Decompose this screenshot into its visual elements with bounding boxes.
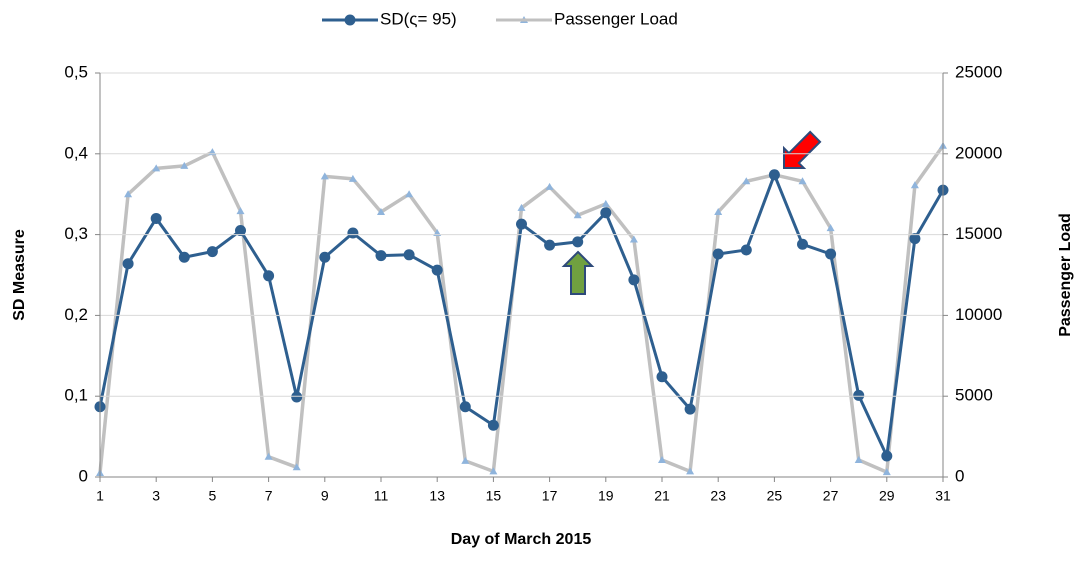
point xyxy=(405,190,414,198)
x-tick-label: 19 xyxy=(598,488,614,504)
y2-tick-label: 5000 xyxy=(955,386,993,405)
point xyxy=(178,251,190,263)
x-tick-label: 25 xyxy=(767,488,783,504)
point xyxy=(572,236,584,248)
x-tick-label: 27 xyxy=(823,488,839,504)
point xyxy=(206,246,218,258)
legend-label: SD(ς= 95) xyxy=(380,9,457,28)
point xyxy=(600,207,612,219)
x-tick-label: 23 xyxy=(710,488,726,504)
point xyxy=(459,401,471,413)
legend-label: Passenger Load xyxy=(554,9,678,28)
x-tick-label: 21 xyxy=(654,488,670,504)
point xyxy=(375,250,387,262)
y-axis-title: SD Measure xyxy=(11,229,28,321)
y-tick-label: 0,3 xyxy=(64,224,88,243)
point xyxy=(658,456,666,464)
point xyxy=(461,456,470,464)
point xyxy=(292,463,301,471)
point xyxy=(487,419,499,431)
x-tick-label: 31 xyxy=(935,488,951,504)
point xyxy=(628,274,640,286)
y2-tick-label: 25000 xyxy=(955,62,1002,81)
point xyxy=(152,164,161,172)
y-tick-label: 0,1 xyxy=(64,386,88,405)
point xyxy=(150,212,162,224)
series-line xyxy=(98,144,945,474)
point xyxy=(601,199,610,207)
point xyxy=(235,225,246,237)
point xyxy=(517,203,526,211)
x-tick-label: 13 xyxy=(429,488,445,504)
red-arrow xyxy=(783,130,822,169)
point xyxy=(909,233,921,245)
point xyxy=(489,467,498,475)
x-tick-label: 9 xyxy=(321,488,329,504)
y2-axis-title: Passenger Load xyxy=(1057,213,1074,337)
point xyxy=(545,182,554,190)
point xyxy=(797,238,808,250)
point xyxy=(516,218,527,230)
point xyxy=(712,248,724,260)
point xyxy=(544,239,556,251)
x-tick-label: 29 xyxy=(879,488,895,504)
point xyxy=(291,391,303,403)
point xyxy=(740,244,752,256)
x-tick-label: 3 xyxy=(152,488,160,504)
point xyxy=(319,251,331,263)
point xyxy=(882,468,891,476)
point xyxy=(826,224,835,232)
point xyxy=(377,207,385,215)
point xyxy=(180,161,189,169)
x-tick-label: 11 xyxy=(374,488,389,504)
point xyxy=(798,177,807,185)
point xyxy=(714,207,723,215)
point xyxy=(742,177,751,185)
point xyxy=(573,211,582,219)
point xyxy=(347,227,359,239)
point xyxy=(684,403,696,415)
point xyxy=(264,452,273,460)
point xyxy=(403,249,415,261)
point xyxy=(853,389,865,401)
x-tick-label: 1 xyxy=(96,488,104,504)
x-axis-title: Day of March 2015 xyxy=(451,531,592,548)
point xyxy=(825,248,837,260)
y-tick-label: 0,2 xyxy=(64,305,88,324)
y-tick-label: 0,5 xyxy=(64,62,88,81)
x-tick-label: 5 xyxy=(209,488,217,504)
point xyxy=(236,207,245,215)
y2-tick-label: 0 xyxy=(955,466,964,485)
point xyxy=(854,456,863,464)
point xyxy=(431,264,443,276)
point xyxy=(122,258,134,270)
point xyxy=(768,169,780,181)
point xyxy=(656,371,668,383)
point xyxy=(124,190,133,198)
x-tick-label: 7 xyxy=(265,488,273,504)
point xyxy=(348,174,357,182)
y-tick-label: 0,4 xyxy=(64,143,88,162)
x-tick-label: 15 xyxy=(486,488,502,504)
y2-tick-label: 20000 xyxy=(955,143,1002,162)
y2-tick-label: 15000 xyxy=(955,224,1002,243)
point xyxy=(881,450,893,462)
y2-tick-label: 10000 xyxy=(955,305,1002,324)
y-tick-label: 0 xyxy=(79,466,88,485)
point xyxy=(263,270,275,282)
point xyxy=(320,172,329,180)
point xyxy=(686,467,695,475)
plot xyxy=(94,14,949,476)
x-tick-label: 17 xyxy=(542,488,558,504)
point xyxy=(629,235,638,243)
green-arrow xyxy=(561,250,595,295)
point xyxy=(910,181,919,189)
